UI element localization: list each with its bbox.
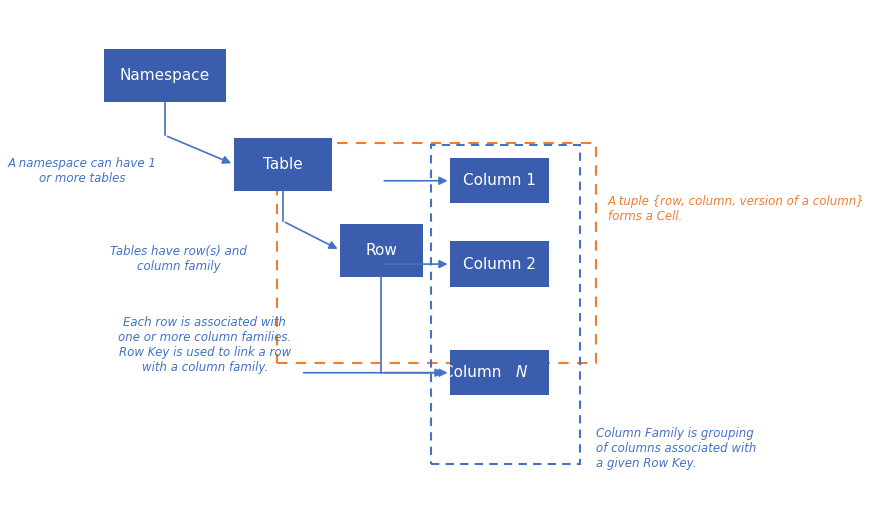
- Bar: [234, 138, 332, 191]
- Bar: [450, 158, 549, 204]
- Text: A tuple {row, column, version of a column}
forms a Cell.: A tuple {row, column, version of a colum…: [607, 195, 864, 223]
- Text: A namespace can have 1
or more tables: A namespace can have 1 or more tables: [7, 156, 156, 184]
- Bar: [103, 49, 226, 103]
- Text: Column Family is grouping
of columns associated with
a given Row Key.: Column Family is grouping of columns ass…: [596, 427, 756, 470]
- Text: Column 2: Column 2: [463, 257, 536, 272]
- Bar: [431, 145, 581, 464]
- Text: Tables have row(s) and
column family: Tables have row(s) and column family: [111, 245, 247, 273]
- Text: Each row is associated with
one or more column families.
Row Key is used to link: Each row is associated with one or more …: [118, 316, 292, 374]
- Text: Row: Row: [366, 243, 398, 258]
- Bar: [450, 241, 549, 287]
- Text: Table: Table: [263, 157, 303, 172]
- Bar: [450, 350, 549, 395]
- Text: Column: Column: [442, 365, 506, 380]
- Bar: [277, 143, 596, 363]
- Text: Column 1: Column 1: [463, 173, 536, 188]
- Bar: [340, 224, 423, 277]
- Text: Namespace: Namespace: [120, 69, 210, 83]
- Text: N: N: [516, 365, 527, 380]
